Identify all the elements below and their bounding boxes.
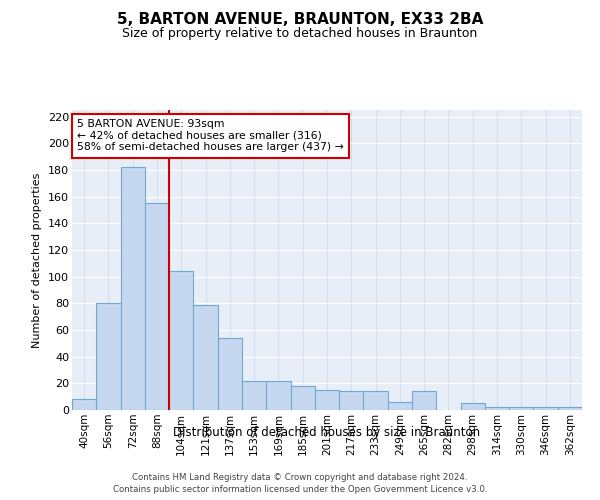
Bar bbox=[145, 204, 169, 410]
Bar bbox=[558, 408, 582, 410]
Text: Distribution of detached houses by size in Braunton: Distribution of detached houses by size … bbox=[173, 426, 481, 439]
Text: Contains public sector information licensed under the Open Government Licence v3: Contains public sector information licen… bbox=[113, 486, 487, 494]
Bar bbox=[169, 272, 193, 410]
Text: 5, BARTON AVENUE, BRAUNTON, EX33 2BA: 5, BARTON AVENUE, BRAUNTON, EX33 2BA bbox=[117, 12, 483, 28]
Bar bbox=[388, 402, 412, 410]
Bar bbox=[412, 392, 436, 410]
Bar bbox=[121, 168, 145, 410]
Text: 5 BARTON AVENUE: 93sqm
← 42% of detached houses are smaller (316)
58% of semi-de: 5 BARTON AVENUE: 93sqm ← 42% of detached… bbox=[77, 119, 344, 152]
Bar bbox=[364, 392, 388, 410]
Text: Contains HM Land Registry data © Crown copyright and database right 2024.: Contains HM Land Registry data © Crown c… bbox=[132, 473, 468, 482]
Y-axis label: Number of detached properties: Number of detached properties bbox=[32, 172, 43, 348]
Bar bbox=[461, 404, 485, 410]
Bar bbox=[339, 392, 364, 410]
Bar bbox=[509, 408, 533, 410]
Bar bbox=[290, 386, 315, 410]
Bar bbox=[315, 390, 339, 410]
Text: Size of property relative to detached houses in Braunton: Size of property relative to detached ho… bbox=[122, 28, 478, 40]
Bar bbox=[533, 408, 558, 410]
Bar bbox=[485, 408, 509, 410]
Bar bbox=[242, 380, 266, 410]
Bar bbox=[72, 400, 96, 410]
Bar bbox=[218, 338, 242, 410]
Bar bbox=[193, 304, 218, 410]
Bar bbox=[96, 304, 121, 410]
Bar bbox=[266, 380, 290, 410]
